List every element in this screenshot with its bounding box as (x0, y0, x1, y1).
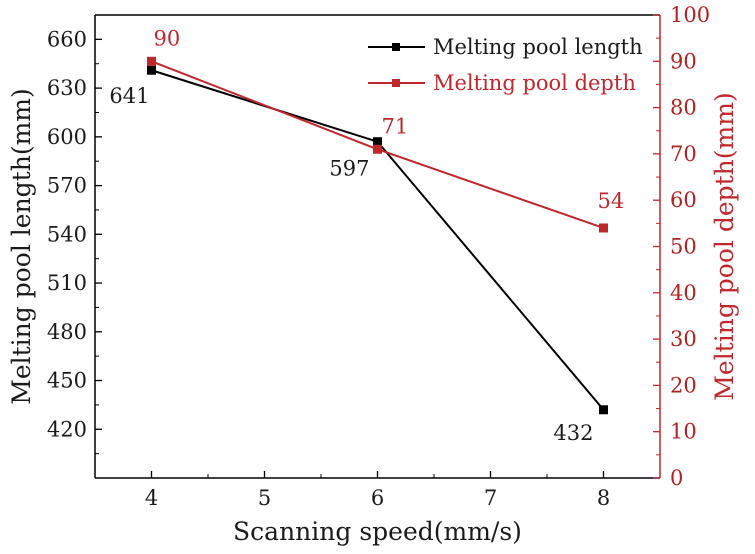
left-y-tick-label: 420 (47, 417, 87, 441)
right-y-tick-label: 40 (670, 281, 697, 305)
right-y-tick-label: 0 (670, 466, 683, 490)
right-y-tick-label: 10 (670, 420, 697, 444)
right-y-tick-label: 70 (670, 142, 697, 166)
legend-entry-label: Melting pool depth (433, 71, 636, 95)
x-tick-label: 7 (484, 486, 497, 510)
left-y-tick-label: 660 (47, 27, 87, 51)
left-y-tick-label: 450 (47, 369, 87, 393)
legend: Melting pool length Melting pool depth (368, 35, 643, 95)
left-y-tick-label: 570 (47, 174, 87, 198)
right-y-tick-label: 20 (670, 373, 697, 397)
data-labels: 641 597 432 90 71 54 (109, 26, 624, 444)
left-y-tick-label: 510 (47, 271, 87, 295)
left-y-axis-title: Melting pool length(mm) (7, 88, 36, 405)
left-y-tick-label: 480 (47, 320, 87, 344)
length-point-marker (373, 137, 382, 147)
right-y-tick-label: 80 (670, 96, 697, 120)
left-y-tick-label: 540 (47, 222, 87, 246)
depth-point-marker (599, 223, 608, 233)
length-point-marker (599, 405, 608, 415)
depth-data-label: 90 (154, 26, 181, 50)
x-tick-label: 6 (371, 486, 384, 510)
legend-swatch-marker (392, 79, 400, 87)
depth-point-marker (373, 144, 382, 154)
depth-data-label: 54 (598, 189, 625, 213)
series (147, 56, 608, 415)
length-point-marker (147, 65, 156, 75)
left-y-tick-label: 630 (47, 76, 87, 100)
x-axis-title: Scanning speed(mm/s) (233, 517, 522, 546)
right-y-tick-label: 90 (670, 49, 697, 73)
length-series-line (151, 69, 605, 411)
right-y-tick-label: 50 (670, 235, 697, 259)
length-data-label: 597 (329, 157, 369, 181)
x-tick-label: 8 (597, 486, 610, 510)
length-data-label: 432 (553, 421, 593, 445)
depth-data-label: 71 (382, 114, 409, 138)
right-y-tick-label: 100 (670, 3, 710, 27)
left-y-tick-label: 600 (47, 125, 87, 149)
x-tick-label: 5 (258, 486, 271, 510)
legend-swatch-marker (392, 43, 400, 51)
depth-point-marker (147, 56, 156, 66)
legend-entry-label: Melting pool length (433, 35, 643, 59)
axes: 4 5 6 7 8 420 450 480 510 540 570 600 630 660 0 10 20 30 4… (7, 3, 739, 546)
right-y-axis-title: Melting pool depth(mm) (710, 92, 739, 400)
right-y-tick-label: 30 (670, 327, 697, 351)
x-tick-label: 4 (145, 486, 158, 510)
length-data-label: 641 (109, 84, 149, 108)
right-y-tick-label: 60 (670, 188, 697, 212)
